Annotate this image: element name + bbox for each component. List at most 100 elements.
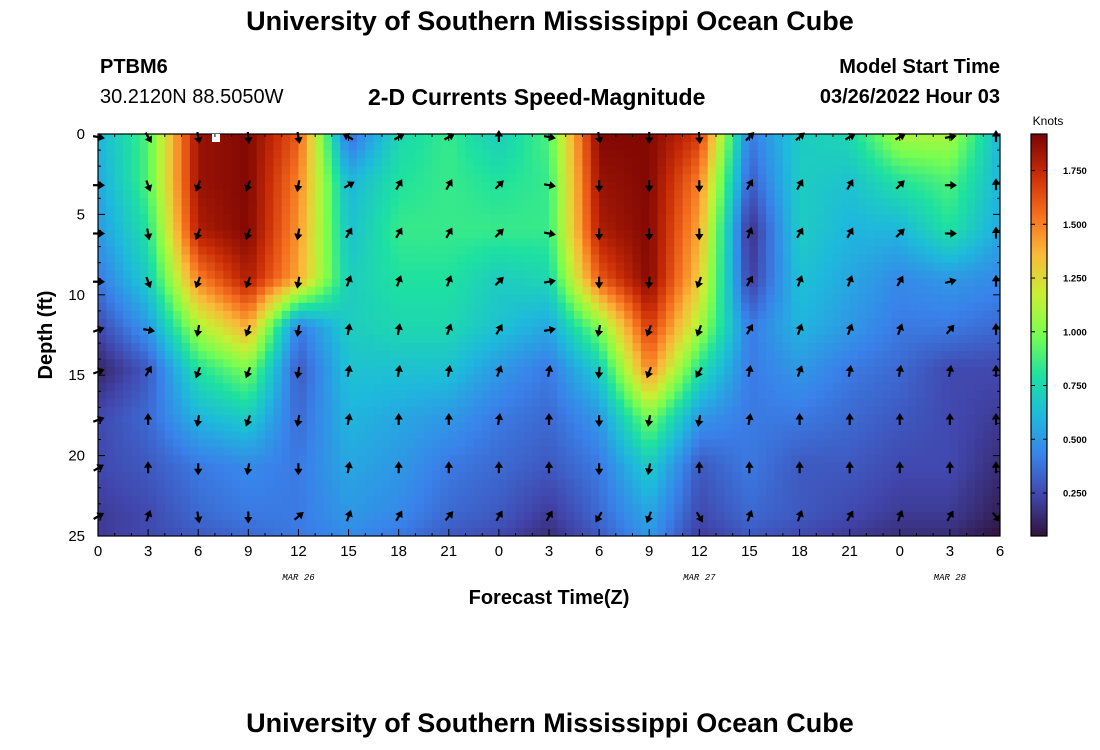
heat-cell bbox=[724, 471, 734, 481]
heat-cell bbox=[356, 399, 366, 408]
heat-cell bbox=[949, 262, 959, 272]
heat-cell bbox=[716, 158, 725, 167]
heat-cell bbox=[340, 286, 350, 296]
heat-cell bbox=[173, 238, 183, 248]
heat-cell bbox=[816, 431, 826, 441]
heat-cell bbox=[448, 222, 458, 232]
heat-cell bbox=[223, 198, 233, 207]
heat-cell bbox=[189, 375, 199, 384]
heat-cell bbox=[949, 174, 959, 183]
heat-cell bbox=[248, 479, 258, 489]
heat-cell bbox=[791, 447, 801, 457]
heat-cell bbox=[407, 174, 416, 183]
heat-cell bbox=[315, 351, 325, 360]
heat-cell bbox=[699, 455, 709, 465]
heat-cell bbox=[214, 335, 224, 344]
heat-cell bbox=[557, 471, 567, 481]
heat-cell bbox=[774, 198, 784, 207]
heat-cell bbox=[490, 214, 500, 224]
heat-cell bbox=[265, 190, 274, 199]
heat-cell bbox=[98, 246, 107, 256]
heat-cell bbox=[916, 166, 926, 175]
heat-cell bbox=[724, 479, 734, 489]
heat-cell bbox=[615, 399, 625, 408]
heat-cell bbox=[832, 198, 842, 207]
heat-cell bbox=[148, 407, 158, 416]
heat-cell bbox=[549, 150, 558, 159]
heat-cell bbox=[916, 383, 926, 392]
heat-cell bbox=[315, 391, 325, 400]
heat-cell bbox=[791, 158, 801, 167]
heat-cell bbox=[682, 423, 692, 433]
heat-cell bbox=[933, 310, 943, 320]
heat-cell bbox=[206, 166, 216, 175]
heat-cell bbox=[164, 343, 174, 352]
heat-cell bbox=[490, 447, 500, 457]
heat-cell bbox=[465, 278, 475, 288]
heat-cell bbox=[298, 439, 308, 449]
heat-cell bbox=[415, 351, 425, 360]
heat-cell bbox=[766, 439, 776, 449]
heat-cell bbox=[607, 262, 617, 272]
heat-cell bbox=[131, 439, 141, 449]
heat-cell bbox=[657, 415, 667, 425]
heat-cell bbox=[624, 439, 634, 449]
heat-cell bbox=[699, 182, 709, 191]
heat-cell bbox=[265, 246, 274, 256]
heat-cell bbox=[356, 383, 366, 392]
heat-cell bbox=[766, 206, 776, 215]
heat-cell bbox=[866, 375, 876, 384]
heat-cell bbox=[482, 423, 492, 433]
heat-cell bbox=[824, 254, 834, 264]
heat-cell bbox=[381, 375, 391, 384]
heat-cell bbox=[131, 359, 141, 368]
heat-cell bbox=[490, 359, 500, 368]
heat-cell bbox=[824, 134, 834, 143]
heat-cell bbox=[306, 214, 316, 224]
heat-cell bbox=[340, 407, 350, 416]
heat-cell bbox=[290, 391, 300, 400]
heat-cell bbox=[933, 270, 943, 280]
heat-cell bbox=[557, 495, 567, 505]
heat-cell bbox=[231, 238, 241, 248]
heat-cell bbox=[290, 367, 300, 376]
heat-cell bbox=[214, 479, 224, 489]
heat-cell bbox=[415, 198, 425, 207]
heat-cell bbox=[498, 222, 508, 232]
heat-cell bbox=[799, 343, 809, 352]
heat-cell bbox=[298, 375, 308, 384]
heat-cell bbox=[306, 134, 316, 143]
heat-cell bbox=[590, 375, 600, 384]
heat-cell bbox=[590, 214, 600, 224]
heat-cell bbox=[398, 142, 408, 151]
heat-cell bbox=[699, 150, 709, 159]
heat-cell bbox=[448, 326, 458, 336]
heat-cell bbox=[874, 286, 884, 296]
heat-cell bbox=[791, 150, 801, 159]
heat-cell bbox=[315, 134, 325, 143]
heat-cell bbox=[131, 471, 141, 481]
heat-cell bbox=[716, 359, 725, 368]
heat-cell bbox=[248, 399, 258, 408]
heat-cell bbox=[841, 351, 851, 360]
heat-cell bbox=[498, 423, 508, 433]
heat-cell bbox=[866, 431, 876, 441]
heat-cell bbox=[214, 383, 224, 392]
heat-cell bbox=[849, 222, 859, 232]
heat-cell bbox=[298, 447, 308, 457]
heat-cell bbox=[248, 495, 258, 505]
heat-cell bbox=[933, 158, 943, 167]
heat-cell bbox=[858, 134, 867, 143]
heat-cell bbox=[265, 375, 274, 384]
heat-cell bbox=[674, 479, 684, 489]
heat-cell bbox=[173, 359, 183, 368]
heat-cell bbox=[849, 158, 859, 167]
heat-cell bbox=[290, 254, 300, 264]
heat-cell bbox=[799, 214, 809, 224]
heat-cell bbox=[640, 487, 650, 497]
heat-cell bbox=[139, 359, 149, 368]
heat-cell bbox=[465, 391, 475, 400]
heat-cell bbox=[883, 222, 893, 232]
heat-cell bbox=[231, 150, 241, 159]
heat-cell bbox=[674, 286, 684, 296]
